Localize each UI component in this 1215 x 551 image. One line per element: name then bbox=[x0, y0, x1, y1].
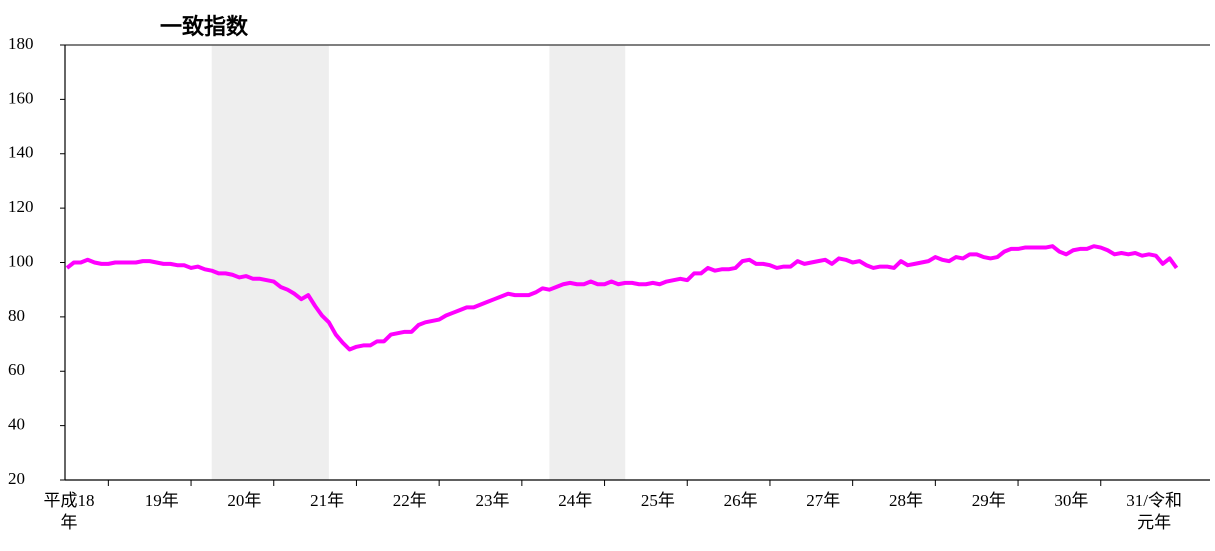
x-tick-label: 27年 bbox=[806, 491, 841, 510]
x-tick-label: 24年 bbox=[558, 491, 593, 510]
x-tick-label: 30年 bbox=[1054, 491, 1089, 510]
x-tick-label: 23年 bbox=[475, 491, 510, 510]
y-tick-label: 160 bbox=[8, 88, 34, 107]
shaded-period bbox=[211, 45, 329, 480]
x-tick-label: 29年 bbox=[971, 491, 1006, 510]
x-tick-label: 21年 bbox=[310, 491, 345, 510]
x-tick-label: 31/令和 元年 bbox=[1126, 491, 1182, 532]
y-tick-label: 140 bbox=[8, 143, 34, 162]
line-series bbox=[65, 244, 1179, 352]
x-tick-label: 19年 bbox=[144, 491, 179, 510]
y-tick-label: 120 bbox=[8, 197, 34, 216]
chart-title: 一致指数 bbox=[160, 14, 249, 40]
x-tick-label: 25年 bbox=[640, 491, 675, 510]
y-tick-label: 180 bbox=[8, 34, 34, 53]
y-tick-label: 60 bbox=[8, 360, 25, 379]
x-tick-label: 平成18 年 bbox=[43, 491, 95, 532]
shaded-period bbox=[549, 45, 626, 480]
x-tick-label: 22年 bbox=[392, 491, 427, 510]
x-tick-label: 26年 bbox=[723, 491, 758, 510]
y-tick-label: 40 bbox=[8, 415, 25, 434]
y-tick-label: 20 bbox=[8, 469, 25, 488]
x-tick-label: 28年 bbox=[889, 491, 923, 510]
y-tick-label: 100 bbox=[8, 251, 34, 270]
y-tick-label: 80 bbox=[8, 306, 25, 325]
x-tick-label: 20年 bbox=[227, 491, 262, 510]
